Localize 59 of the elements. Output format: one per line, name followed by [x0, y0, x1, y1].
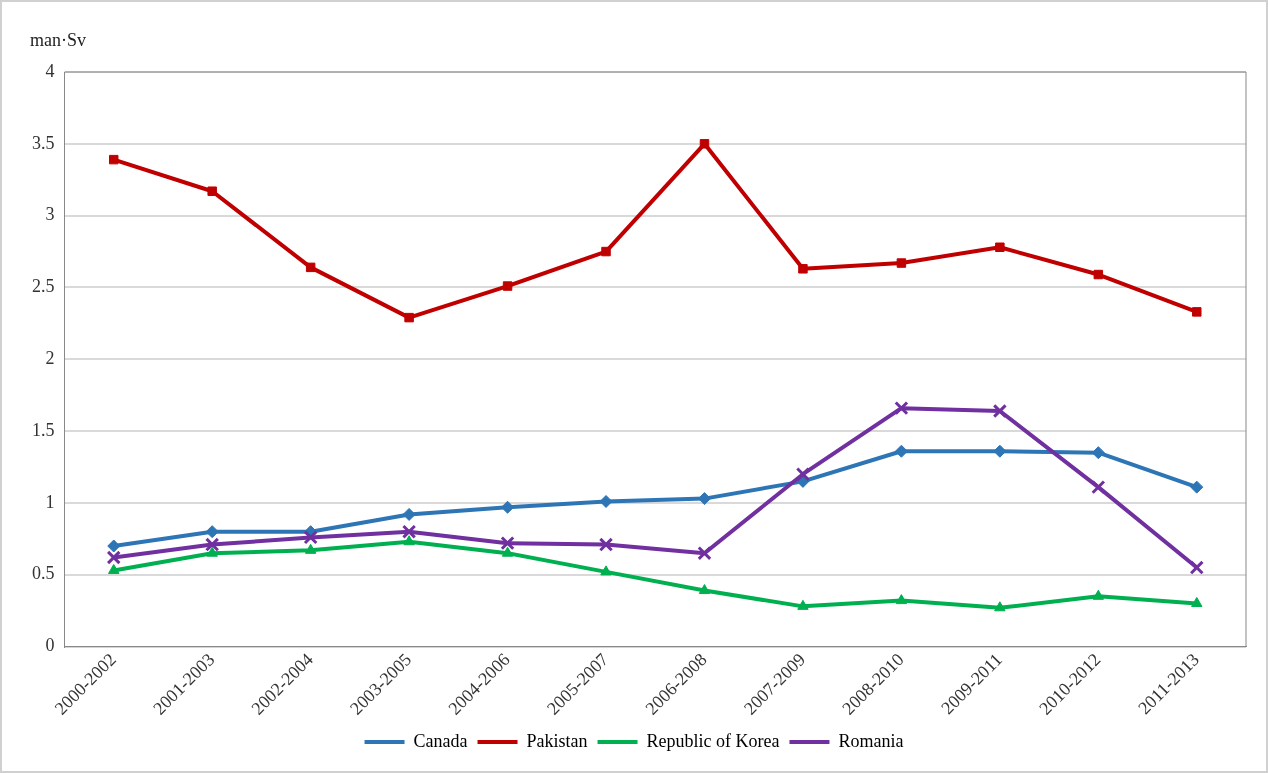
point	[205, 525, 219, 539]
point	[992, 403, 1008, 419]
point	[402, 507, 416, 521]
point	[501, 546, 514, 557]
point	[896, 258, 907, 268]
point	[1093, 269, 1104, 280]
y-tick-label: 2	[45, 348, 55, 369]
point	[106, 550, 121, 565]
point	[502, 281, 513, 291]
point	[895, 594, 908, 605]
point	[993, 444, 1007, 458]
point	[798, 264, 808, 274]
point	[207, 186, 217, 196]
legend-label: Romania	[838, 730, 904, 751]
point	[598, 537, 614, 552]
y-tick-label: 1	[45, 491, 55, 512]
point	[500, 536, 515, 551]
point	[205, 537, 220, 552]
point	[1189, 560, 1204, 575]
point	[601, 246, 611, 257]
legend-label: Republic of Korea	[646, 730, 780, 751]
point	[206, 546, 218, 557]
point	[1191, 596, 1203, 607]
point	[1091, 446, 1105, 460]
y-tick-label: 1.5	[32, 419, 55, 440]
point	[404, 312, 414, 323]
point	[697, 492, 711, 506]
point	[697, 546, 712, 561]
point	[107, 539, 121, 553]
point	[894, 444, 908, 458]
point	[599, 495, 613, 508]
point	[797, 599, 809, 610]
point	[995, 242, 1005, 252]
point	[1091, 479, 1106, 495]
point	[108, 154, 119, 165]
point	[994, 601, 1006, 612]
point	[1192, 307, 1202, 317]
y-tick-label: 0	[45, 635, 55, 656]
legend-label: Pakistan	[526, 730, 588, 751]
legend-label: Canada	[413, 730, 468, 751]
y-tick-label: 3	[45, 204, 55, 225]
point	[1190, 480, 1204, 494]
point	[304, 543, 317, 554]
point	[303, 530, 318, 545]
point	[894, 400, 909, 416]
y-tick-label: 2.5	[32, 276, 55, 297]
point	[401, 524, 417, 539]
point	[600, 565, 612, 576]
y-tick-label: 4	[45, 60, 55, 81]
y-tick-label: 3.5	[32, 132, 55, 153]
point	[699, 139, 710, 149]
point	[698, 584, 711, 595]
y-tick-label: 0.5	[32, 563, 55, 584]
point	[1092, 589, 1105, 600]
point	[305, 262, 316, 273]
point	[403, 535, 415, 546]
point	[795, 467, 811, 482]
y-axis-title: man·Sv	[30, 29, 86, 50]
point	[108, 563, 120, 574]
